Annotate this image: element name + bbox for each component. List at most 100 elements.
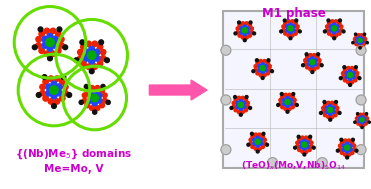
Circle shape bbox=[359, 113, 362, 116]
Circle shape bbox=[46, 84, 52, 90]
Circle shape bbox=[258, 65, 261, 68]
Circle shape bbox=[256, 150, 259, 153]
Circle shape bbox=[56, 31, 61, 37]
Circle shape bbox=[89, 69, 94, 74]
Circle shape bbox=[234, 32, 237, 35]
Circle shape bbox=[364, 38, 367, 40]
Circle shape bbox=[364, 40, 367, 43]
Circle shape bbox=[289, 37, 292, 40]
Circle shape bbox=[258, 68, 261, 72]
Circle shape bbox=[306, 66, 309, 69]
Circle shape bbox=[324, 30, 326, 33]
Circle shape bbox=[36, 93, 41, 97]
Circle shape bbox=[338, 32, 341, 35]
Circle shape bbox=[266, 61, 269, 65]
Circle shape bbox=[354, 121, 356, 123]
Circle shape bbox=[289, 23, 292, 27]
Circle shape bbox=[94, 55, 100, 61]
Circle shape bbox=[261, 77, 264, 79]
Circle shape bbox=[291, 95, 294, 98]
Circle shape bbox=[234, 108, 237, 112]
Circle shape bbox=[340, 151, 344, 154]
Circle shape bbox=[352, 144, 356, 147]
Circle shape bbox=[42, 36, 48, 42]
Circle shape bbox=[302, 142, 307, 147]
Circle shape bbox=[261, 135, 265, 138]
Circle shape bbox=[298, 148, 301, 151]
Circle shape bbox=[266, 72, 269, 75]
Circle shape bbox=[246, 30, 250, 34]
Circle shape bbox=[46, 90, 52, 96]
Circle shape bbox=[310, 145, 313, 148]
Circle shape bbox=[288, 93, 291, 97]
Circle shape bbox=[342, 148, 346, 151]
Circle shape bbox=[328, 112, 332, 115]
Circle shape bbox=[317, 53, 319, 56]
Circle shape bbox=[355, 43, 357, 46]
Circle shape bbox=[43, 79, 48, 84]
Circle shape bbox=[256, 143, 259, 147]
Circle shape bbox=[82, 98, 87, 103]
Circle shape bbox=[283, 19, 286, 22]
Circle shape bbox=[301, 136, 304, 139]
Circle shape bbox=[54, 99, 60, 104]
Circle shape bbox=[249, 142, 252, 145]
Circle shape bbox=[239, 107, 243, 110]
Circle shape bbox=[288, 26, 293, 31]
Circle shape bbox=[259, 60, 262, 63]
Circle shape bbox=[327, 115, 330, 119]
Circle shape bbox=[259, 142, 263, 145]
Circle shape bbox=[48, 76, 53, 81]
Circle shape bbox=[101, 56, 106, 61]
Circle shape bbox=[339, 29, 343, 32]
Circle shape bbox=[324, 113, 327, 117]
Circle shape bbox=[241, 22, 244, 25]
Circle shape bbox=[236, 101, 240, 105]
Circle shape bbox=[44, 28, 50, 34]
Circle shape bbox=[328, 107, 333, 112]
Circle shape bbox=[256, 72, 259, 75]
Text: {(Nb)Me$_5$} domains
Me=Mo, V: {(Nb)Me$_5$} domains Me=Mo, V bbox=[15, 148, 132, 174]
Circle shape bbox=[83, 49, 89, 55]
Circle shape bbox=[59, 43, 64, 48]
Circle shape bbox=[241, 96, 244, 100]
Circle shape bbox=[345, 71, 349, 75]
Circle shape bbox=[89, 58, 95, 64]
Circle shape bbox=[329, 25, 333, 28]
Circle shape bbox=[42, 42, 48, 48]
Circle shape bbox=[291, 20, 294, 23]
Circle shape bbox=[92, 90, 97, 95]
Circle shape bbox=[335, 25, 339, 28]
Circle shape bbox=[286, 28, 289, 32]
Circle shape bbox=[59, 36, 64, 42]
Circle shape bbox=[48, 99, 53, 104]
Circle shape bbox=[259, 74, 262, 77]
Circle shape bbox=[333, 37, 336, 40]
Circle shape bbox=[345, 142, 349, 146]
Circle shape bbox=[54, 76, 60, 81]
Circle shape bbox=[305, 53, 308, 56]
Circle shape bbox=[308, 148, 311, 151]
Circle shape bbox=[362, 124, 365, 126]
Circle shape bbox=[356, 40, 359, 43]
Circle shape bbox=[336, 106, 339, 110]
Circle shape bbox=[89, 46, 95, 52]
Circle shape bbox=[267, 59, 270, 62]
Circle shape bbox=[319, 112, 322, 114]
Circle shape bbox=[241, 110, 244, 114]
Circle shape bbox=[331, 34, 334, 37]
Circle shape bbox=[351, 71, 355, 75]
Circle shape bbox=[259, 138, 263, 142]
Circle shape bbox=[303, 146, 306, 150]
Circle shape bbox=[245, 22, 248, 25]
Circle shape bbox=[93, 110, 97, 114]
Circle shape bbox=[329, 118, 332, 121]
Circle shape bbox=[258, 133, 261, 136]
Circle shape bbox=[264, 68, 267, 72]
Circle shape bbox=[287, 20, 290, 23]
Circle shape bbox=[60, 96, 65, 101]
Circle shape bbox=[256, 61, 259, 65]
Circle shape bbox=[291, 105, 294, 109]
Circle shape bbox=[295, 19, 298, 22]
Circle shape bbox=[67, 93, 72, 97]
